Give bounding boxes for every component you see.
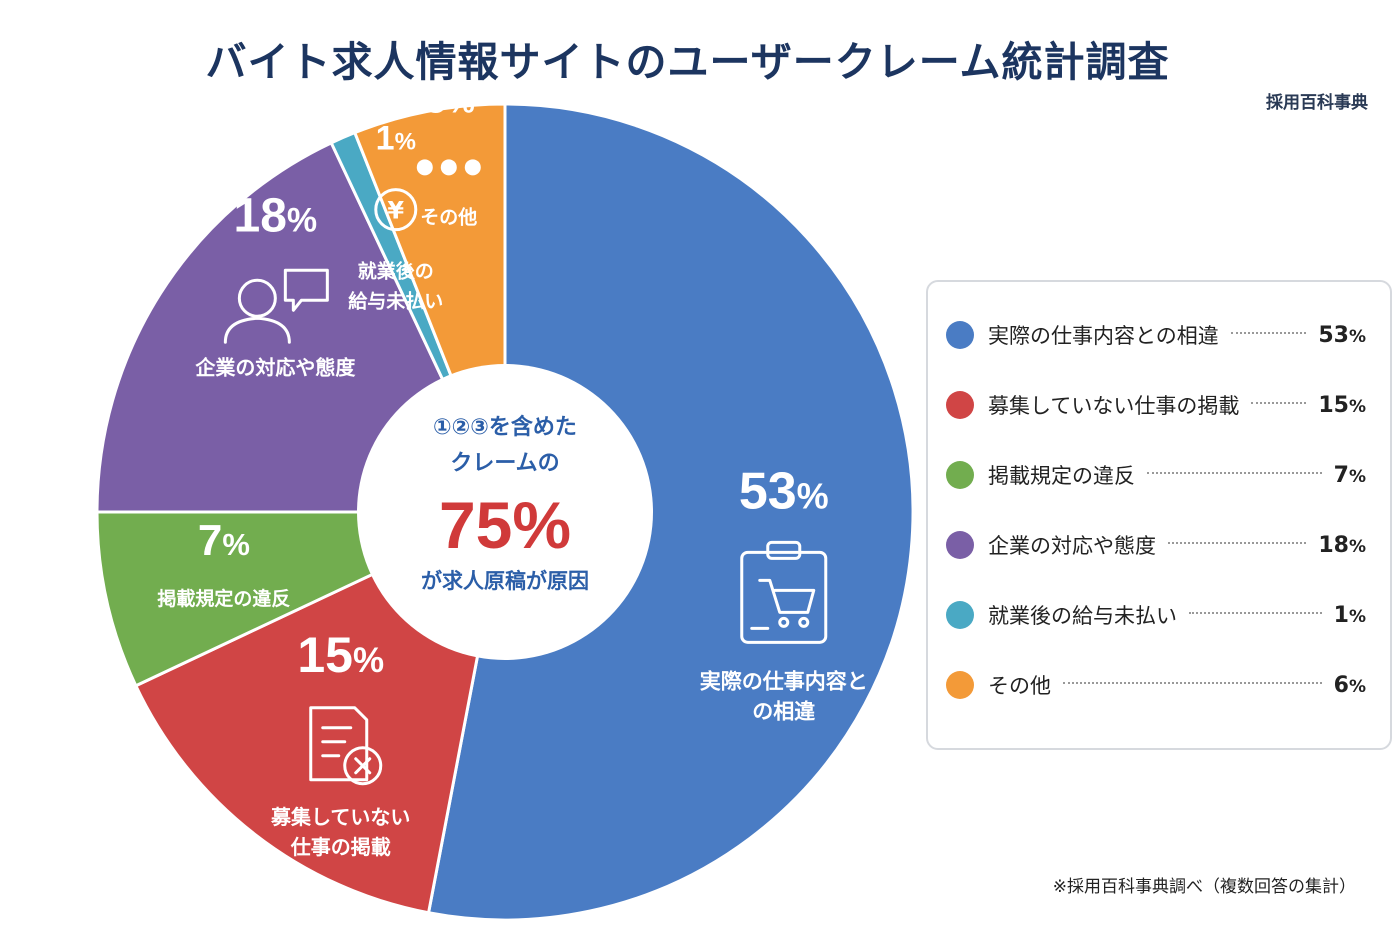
slice-category-label: の相違 <box>752 699 815 723</box>
slice-category-label: 給与未払い <box>348 290 443 313</box>
legend-swatch <box>946 671 974 699</box>
legend-swatch <box>946 601 974 629</box>
legend-leader-dots <box>1251 402 1307 404</box>
legend-leader-dots <box>1189 612 1322 614</box>
slice-category-label: 実際の仕事内容と <box>700 669 868 693</box>
slice-label-group: 15% 募集していない仕事の掲載 <box>270 627 410 859</box>
person-speech-icon <box>223 268 329 344</box>
center-line-2: クレームの <box>450 451 559 476</box>
legend-item: 募集していない仕事の掲載 15% <box>946 370 1366 440</box>
legend-value: 53% <box>1318 322 1366 348</box>
legend-label: 掲載規定の違反 <box>988 464 1135 488</box>
legend-label: 実際の仕事内容との相違 <box>988 324 1219 348</box>
legend: 実際の仕事内容との相違 53% 募集していない仕事の掲載 15% 掲載規定の違反 7% 企業… <box>926 280 1392 750</box>
center-value: 75% <box>439 488 571 562</box>
slice-value-label: 15% <box>297 627 384 683</box>
chart-title: バイト求人情報サイトのユーザークレーム統計調査 <box>205 38 1170 86</box>
slice-label-group: 6% その他 <box>416 73 481 228</box>
legend-item: その他 6% <box>946 650 1366 720</box>
pie-slice <box>426 102 915 922</box>
legend-leader-dots <box>1230 332 1307 334</box>
legend-value: 15% <box>1318 392 1366 418</box>
source-label: 採用百科事典 <box>1266 93 1368 113</box>
svg-text:¥: ¥ <box>387 197 404 225</box>
legend-swatch <box>946 391 974 419</box>
legend-value: 7% <box>1333 462 1366 488</box>
pie-chart: 53% 実際の仕事内容との相違 15% 募集していない仕事の掲載 7% 掲載規定の違反 18… <box>97 73 915 922</box>
legend-label: その他 <box>988 674 1051 698</box>
legend-label: 企業の対応や態度 <box>988 534 1156 558</box>
slice-value-label: 6% <box>423 73 475 122</box>
slice-label-group: 18% 企業の対応や態度 <box>194 189 356 379</box>
center-hole <box>357 364 653 660</box>
clipboard-cart-icon <box>740 540 828 644</box>
legend-value: 1% <box>1333 602 1366 628</box>
slice-label-group: 1% ¥ 就業後の給与未払い <box>348 120 443 313</box>
legend-item: 就業後の給与未払い 1% <box>946 580 1366 650</box>
center-line-1: ①②③を含めた <box>433 414 577 440</box>
legend-swatch <box>946 531 974 559</box>
legend-value: 6% <box>1333 672 1366 698</box>
legend-leader-dots <box>1168 542 1307 544</box>
legend-swatch <box>946 321 974 349</box>
legend-item: 掲載規定の違反 7% <box>946 440 1366 510</box>
document-x-icon <box>309 706 383 786</box>
legend-label: 就業後の給与未払い <box>988 604 1177 628</box>
center-line-3: が求人原稿が原因 <box>421 569 589 593</box>
legend-label: 募集していない仕事の掲載 <box>988 394 1240 418</box>
slice-category-label: 企業の対応や態度 <box>194 355 356 379</box>
legend-item: 実際の仕事内容との相違 53% <box>946 300 1366 370</box>
slice-category-label: 就業後の <box>358 260 434 283</box>
slice-value-label: 1% <box>376 120 416 158</box>
ellipsis-icon <box>416 159 481 176</box>
legend-value: 18% <box>1318 532 1366 558</box>
legend-swatch <box>946 461 974 489</box>
legend-item: 企業の対応や態度 18% <box>946 510 1366 580</box>
legend-leader-dots <box>1147 472 1322 474</box>
slice-value-label: 18% <box>234 189 318 242</box>
yen-coin-icon: ¥ <box>374 188 418 232</box>
slice-label-group: 53% 実際の仕事内容との相違 <box>700 462 868 723</box>
slice-label-group: 7% 掲載規定の違反 <box>157 516 290 610</box>
slice-value-label: 53% <box>739 462 829 520</box>
footnote: ※採用百科事典調べ（複数回答の集計） <box>1052 877 1356 897</box>
legend-leader-dots <box>1063 682 1322 684</box>
slice-category-label: 募集していない <box>270 805 410 829</box>
slice-category-label: その他 <box>420 205 477 228</box>
slice-category-label: 仕事の掲載 <box>290 835 391 859</box>
slice-value-label: 7% <box>198 516 250 565</box>
slice-category-label: 掲載規定の違反 <box>157 587 290 610</box>
